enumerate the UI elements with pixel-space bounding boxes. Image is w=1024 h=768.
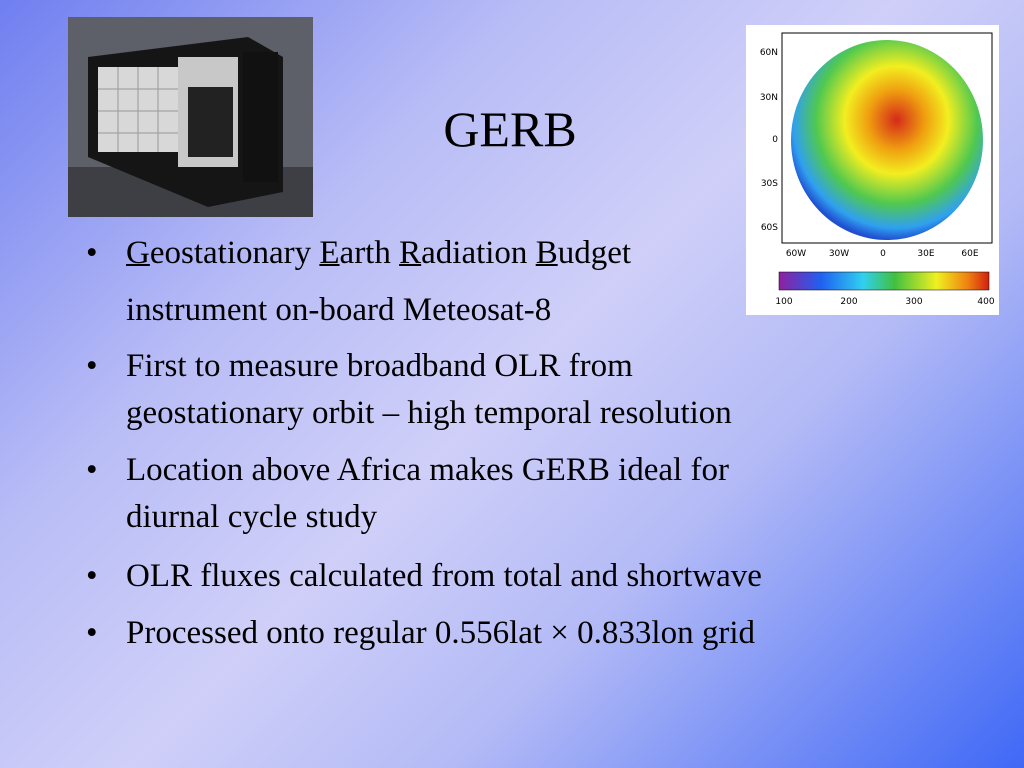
text-run: Processed onto regular 0.556lat × 0.833l… [126,615,755,651]
bullet-item: • Location above Africa makes GERB ideal … [86,447,729,541]
olr-map: 60N 30N 0 30S 60S 60W 30W 0 30E 60E 100 200 300 400 [746,25,999,315]
lat-label: 30N [760,93,778,103]
bullet-mark: • [86,235,98,271]
text-run: G [126,235,150,271]
text-run: E [319,235,340,271]
bullet-item: • OLR fluxes calculated from total and sh… [86,553,762,600]
text-run: eostationary [149,235,320,271]
bullet-item: • Processed onto regular 0.556lat × 0.833… [86,610,755,657]
text-run: OLR fluxes calculated from total and sho… [126,558,762,594]
lat-label: 60N [760,48,778,58]
bullet-mark: • [86,348,98,384]
bullet-item: • First to measure broadband OLR from geos… [86,343,732,437]
lon-label: 0 [880,249,886,259]
text-run: adiation [421,235,536,271]
colorbar-label: 400 [977,297,994,307]
text-line: • Processed onto regular 0.556lat × 0.833… [86,610,755,657]
bullet-mark: • [86,452,98,488]
bullet-mark: • [86,558,98,594]
lon-label: 30W [829,249,849,259]
bullet-item: • Geostationary Earth Radiation Budget [86,230,631,277]
lon-label: 60W [786,249,806,259]
text-line: • First to measure broadband OLR from [86,343,732,390]
bullet-item: instrument on-board Meteosat-8 [86,287,551,334]
text-run: instrument on-board Meteosat-8 [126,292,552,328]
lat-label: 60S [761,223,778,233]
text-line: instrument on-board Meteosat-8 [86,287,551,334]
colorbar-label: 200 [840,297,857,307]
text-run: arth [339,235,400,271]
colorbar-label: 100 [775,297,792,307]
text-run: geostationary orbit – high temporal reso… [126,395,732,431]
text-run: First to measure broadband OLR from [126,348,633,384]
text-run: R [399,235,422,271]
lon-label: 60E [961,249,978,259]
text-line: • OLR fluxes calculated from total and sh… [86,553,762,600]
lat-label: 30S [761,179,778,189]
text-run: B [535,235,558,271]
colorbar-label: 300 [905,297,922,307]
text-line: geostationary orbit – high temporal reso… [86,390,732,437]
text-run: Location above Africa makes GERB ideal f… [126,452,729,488]
text-run: diurnal cycle study [126,499,378,535]
text-line: • Geostationary Earth Radiation Budget [86,230,631,277]
instrument-photo [68,17,313,217]
bullet-mark: • [86,615,98,651]
text-line: • Location above Africa makes GERB ideal … [86,447,729,494]
slide-title: GERB [443,101,577,157]
text-run: udget [557,235,632,271]
lat-label: 0 [772,135,778,145]
lon-label: 30E [917,249,934,259]
text-line: diurnal cycle study [86,494,729,541]
